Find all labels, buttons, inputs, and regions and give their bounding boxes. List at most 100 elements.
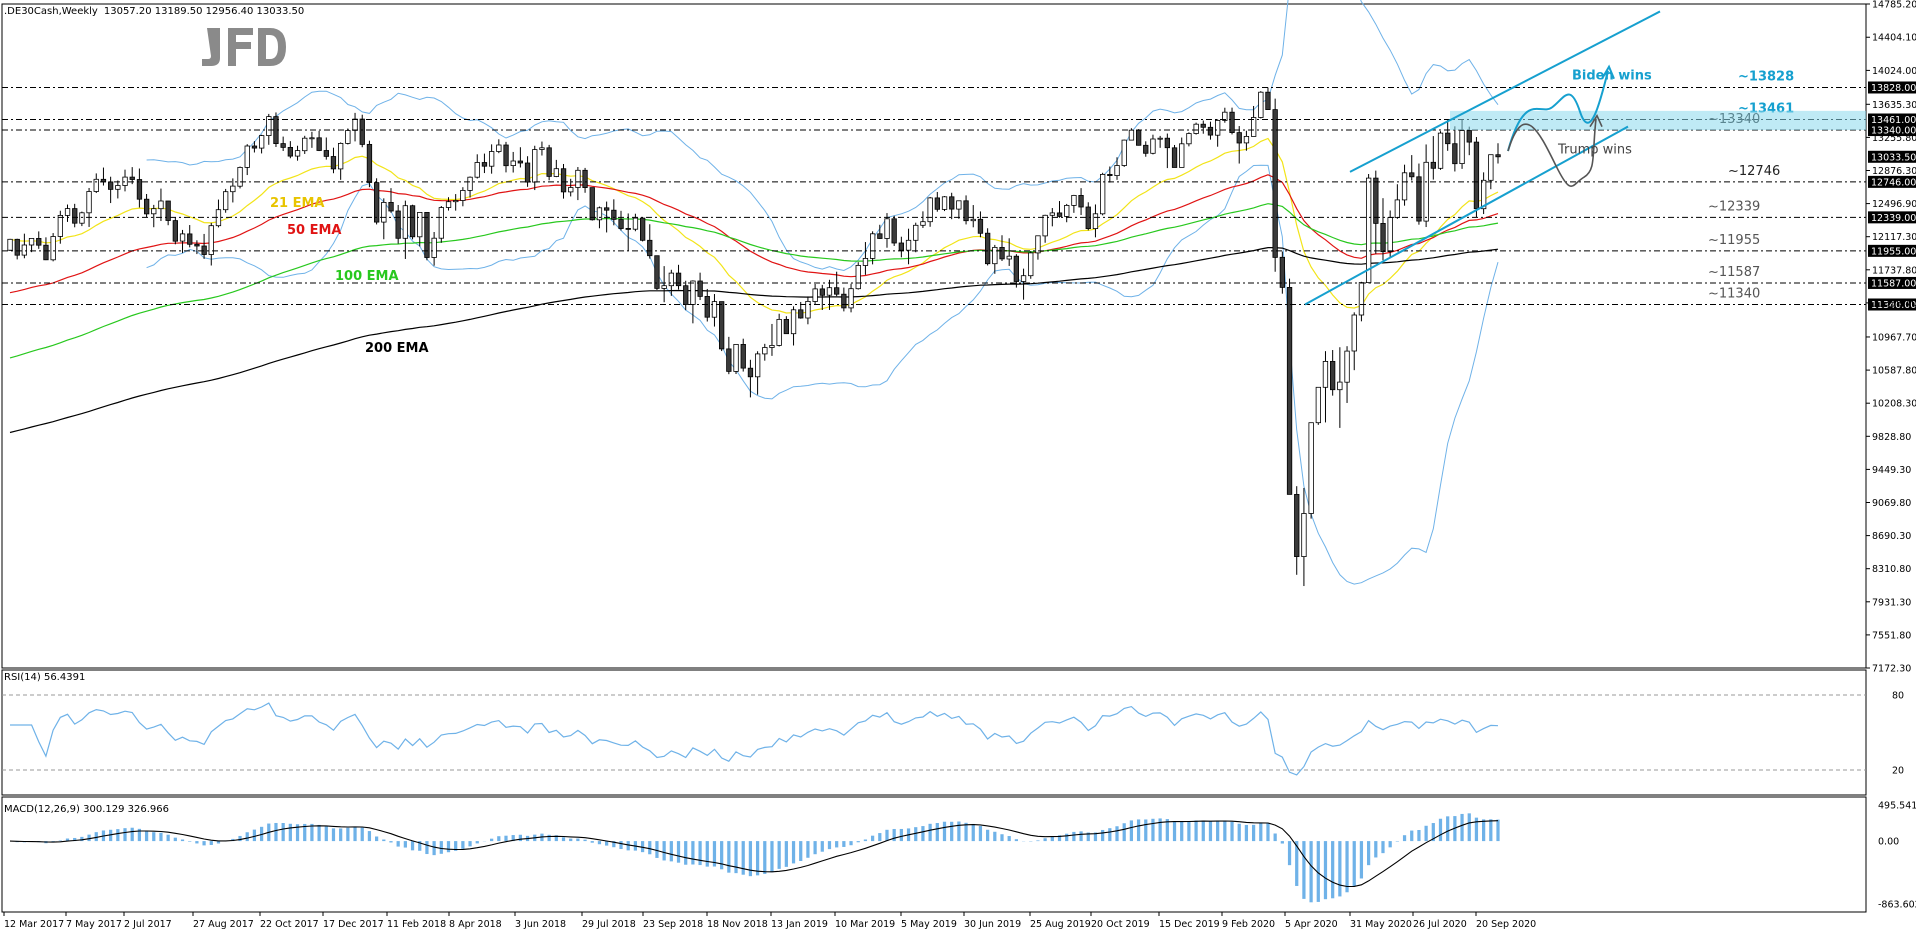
x-axis-label: 5 Apr 2020 <box>1284 912 1338 930</box>
x-axis-label: 2 Jul 2017 <box>123 912 172 930</box>
candle <box>1222 107 1228 123</box>
candle <box>1251 105 1257 137</box>
candle <box>93 173 99 194</box>
rsi-level-20: 20 <box>2 766 1904 777</box>
candle <box>129 167 135 185</box>
x-axis-label: 22 Oct 2017 <box>259 912 319 930</box>
x-axis-label: 20 Oct 2019 <box>1090 912 1150 930</box>
rsi-level-80: 80 <box>2 691 1904 702</box>
candle <box>337 142 344 180</box>
level-13828: ~13828 13828.00 <box>2 69 1916 94</box>
candle <box>208 222 214 266</box>
svg-text:8 Apr 2018: 8 Apr 2018 <box>449 919 502 930</box>
candle <box>755 351 761 395</box>
svg-text:31 May 2020: 31 May 2020 <box>1350 919 1412 930</box>
candle <box>826 279 833 310</box>
candle <box>1315 386 1321 425</box>
candle <box>654 255 660 291</box>
candle <box>1179 137 1185 168</box>
svg-text:10587.80: 10587.80 <box>1872 366 1916 377</box>
candle <box>64 204 71 222</box>
candle <box>244 144 250 176</box>
candle <box>1150 134 1156 155</box>
candle <box>460 187 466 207</box>
candle <box>187 225 193 248</box>
candle <box>402 200 409 259</box>
candle <box>445 197 452 211</box>
price-axis-label: 14785.20 <box>1866 0 1916 11</box>
price-axis-label: 8690.30 <box>1866 531 1911 542</box>
svg-text:80: 80 <box>1892 691 1904 702</box>
level-label: ~12746 <box>1728 164 1780 179</box>
x-axis-label: 29 Jul 2018 <box>581 912 636 930</box>
candle <box>1358 281 1365 322</box>
candle <box>1409 155 1415 181</box>
candle <box>366 140 373 188</box>
x-axis-label: 10 Mar 2019 <box>834 912 895 930</box>
svg-text:11 Feb 2018: 11 Feb 2018 <box>387 919 446 930</box>
candle <box>122 169 128 192</box>
candle <box>280 136 286 151</box>
candle <box>1143 141 1149 157</box>
candle <box>1100 172 1106 216</box>
svg-text:17 Dec 2017: 17 Dec 2017 <box>323 919 384 930</box>
rsi-label: RSI(14) 56.4391 <box>4 672 85 683</box>
candle <box>1114 157 1120 180</box>
candle <box>884 213 890 248</box>
candle <box>1366 174 1372 284</box>
candle <box>1035 235 1041 260</box>
candle <box>7 238 13 252</box>
price-axis-label: 9449.30 <box>1866 465 1911 476</box>
x-axis-label: 30 Jun 2019 <box>963 912 1021 930</box>
candle <box>913 222 919 253</box>
candle <box>640 217 646 242</box>
candle <box>668 269 674 296</box>
candle <box>1416 163 1422 225</box>
svg-text:7 May 2017: 7 May 2017 <box>66 919 122 930</box>
candle <box>683 280 689 311</box>
level-11955: ~11955 11955.00 <box>2 233 1916 257</box>
trump-scenario-path <box>1507 118 1597 187</box>
candle <box>690 280 696 324</box>
candle <box>1171 144 1178 168</box>
candle <box>1258 91 1264 119</box>
candle <box>1200 120 1206 134</box>
candle <box>381 198 387 240</box>
level-label: ~13828 <box>1738 69 1794 84</box>
candle <box>201 233 207 259</box>
price-axis-label: 12496.90 <box>1866 199 1916 210</box>
candle <box>1013 254 1019 288</box>
candle <box>258 134 265 154</box>
candle <box>1078 188 1084 216</box>
candle <box>517 147 523 168</box>
candle <box>1193 122 1199 135</box>
x-axis-label: 15 Dec 2019 <box>1158 912 1220 930</box>
candle <box>999 235 1005 261</box>
candle <box>1064 203 1070 223</box>
candle <box>905 228 912 265</box>
candle <box>934 191 940 212</box>
biden-arrow-icon <box>1601 64 1615 80</box>
level-label: ~11955 <box>1708 233 1760 248</box>
price-axis-label: 10208.30 <box>1866 399 1916 410</box>
candle <box>158 188 164 222</box>
svg-text:8690.30: 8690.30 <box>1872 531 1911 542</box>
x-axis-label: 31 May 2020 <box>1349 912 1412 930</box>
candle <box>1430 136 1436 180</box>
svg-text:10 Mar 2019: 10 Mar 2019 <box>835 919 895 930</box>
candle <box>711 294 718 327</box>
candle <box>1473 137 1480 218</box>
price-axis-label: 9069.80 <box>1866 498 1911 509</box>
svg-text:7551.80: 7551.80 <box>1872 630 1911 641</box>
svg-text:9828.80: 9828.80 <box>1872 432 1911 443</box>
x-axis-label: 23 Sep 2018 <box>642 912 703 930</box>
level-12339: ~12339 12339.00 <box>2 199 1916 224</box>
candle <box>941 196 948 212</box>
candle <box>1445 119 1451 151</box>
svg-text:25 Aug 2019: 25 Aug 2019 <box>1030 919 1091 930</box>
svg-text:30 Jun 2019: 30 Jun 2019 <box>964 919 1021 930</box>
level-axis-tag: 11955.00 <box>1871 246 1916 257</box>
price-axis-label: 13635.30 <box>1866 100 1916 111</box>
